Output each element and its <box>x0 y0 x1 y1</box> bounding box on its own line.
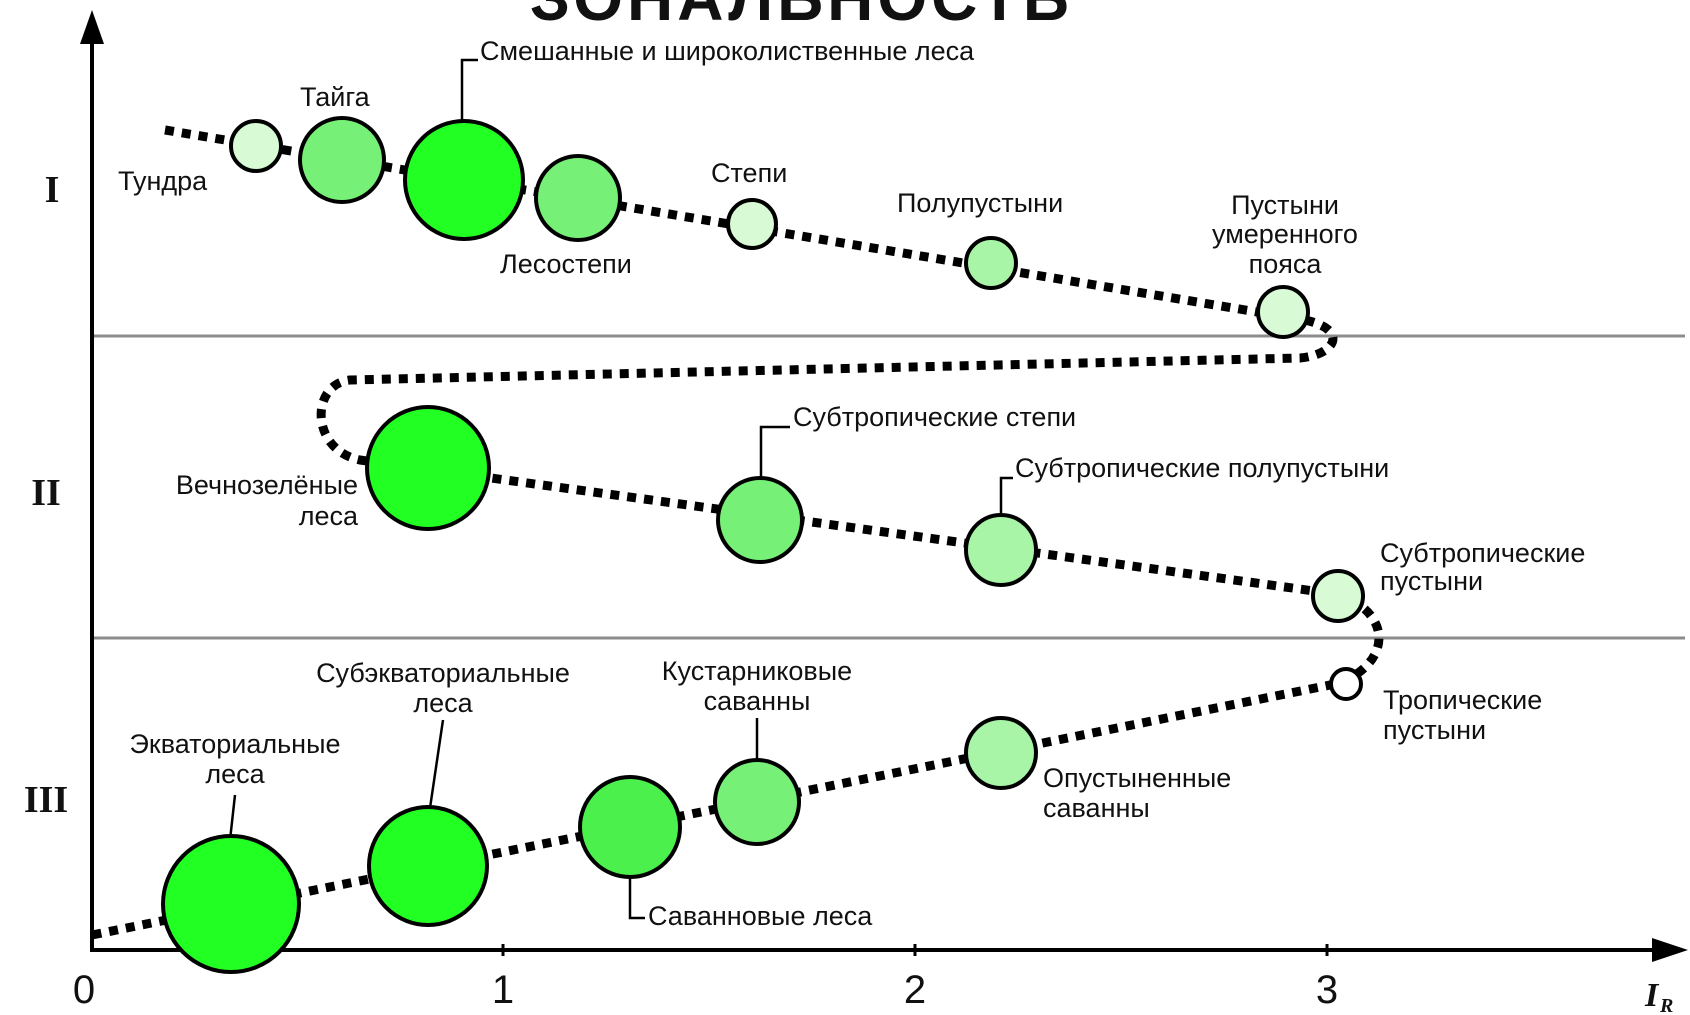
subequatorial-forests-circle <box>367 805 489 927</box>
tundra-circle <box>229 119 283 173</box>
label-temperate-desert-2: умеренного <box>1212 219 1358 249</box>
label-forest-steppe: Лесостепи <box>500 249 632 279</box>
label-savanna-forests: Саванновые леса <box>648 901 873 931</box>
label-temperate-desert-1: Пустыни <box>1231 190 1339 220</box>
zonal-trend-path <box>91 125 1384 940</box>
x-axis-title-subscript: R <box>1659 995 1673 1015</box>
label-equatorial-forests-1: Экваториальные <box>129 729 340 759</box>
label-mixed-forests: Смешанные и широколиственные леса <box>480 36 975 66</box>
label-taiga: Тайга <box>300 82 371 112</box>
clipped-title: ЗОНАЛЬНОСТЬ <box>530 0 1073 34</box>
label-semi-desert: Полупустыни <box>897 188 1063 218</box>
label-shrub-savanna-2: саванны <box>704 686 811 716</box>
label-equatorial-forests-2: леса <box>205 759 265 789</box>
label-steppe: Степи <box>711 158 787 188</box>
label-subequatorial-forests-2: леса <box>413 688 473 718</box>
forest-steppe-circle <box>534 154 622 242</box>
label-desert-savanna-1: Опустыненные <box>1043 763 1231 793</box>
mixed-forests-circle <box>403 119 525 241</box>
leader-subtropical-steppe <box>759 425 790 480</box>
tick-label-3: 3 <box>1316 968 1338 1012</box>
tick-label-2: 2 <box>904 968 926 1012</box>
label-subequatorial-forests-1: Субэкваториальные <box>316 658 570 688</box>
savanna-forests-circle <box>578 775 682 879</box>
leader-subequatorial-forests <box>428 719 445 809</box>
shrub-savanna-circle <box>713 758 801 846</box>
subtropical-desert-circle <box>1311 569 1365 623</box>
zone-label-1: I <box>45 169 60 211</box>
label-subtropical-desert-2: пустыни <box>1380 566 1483 596</box>
leader-equatorial-forests <box>228 794 237 841</box>
temperate-desert-circle <box>1256 285 1310 339</box>
x-axis-title: I <box>1644 977 1660 1014</box>
zone-label-2: II <box>31 472 61 514</box>
leader-mixed-forests <box>460 58 478 125</box>
label-tropical-desert-2: пустыни <box>1383 715 1486 745</box>
label-temperate-desert-3: пояса <box>1249 249 1323 279</box>
label-evergreen-forests-1: Вечнозелёные <box>176 470 358 500</box>
x-axis-arrow <box>1652 938 1688 962</box>
leader-subtropical-semidesert <box>999 476 1013 518</box>
desert-savanna-circle <box>964 716 1038 790</box>
y-axis-arrow <box>80 10 104 44</box>
tick-label-1: 1 <box>492 968 514 1012</box>
label-subtropical-desert-1: Субтропические <box>1380 538 1585 568</box>
label-evergreen-forests-2: леса <box>299 501 359 531</box>
label-tropical-desert-1: Тропические <box>1383 685 1542 715</box>
tropical-desert-circle <box>1329 667 1363 701</box>
subtropical-semidesert-circle <box>964 513 1038 587</box>
steppe-circle <box>726 198 778 250</box>
label-subtropical-steppe: Субтропические степи <box>793 402 1076 432</box>
label-subtropical-semidesert: Субтропические полупустыни <box>1015 453 1389 483</box>
evergreen-forests-circle <box>365 405 491 531</box>
taiga-circle <box>298 116 386 204</box>
semi-desert-circle <box>964 236 1018 290</box>
tick-label-0: 0 <box>73 968 95 1012</box>
label-desert-savanna-2: саванны <box>1043 793 1150 823</box>
leader-lines <box>228 58 1013 920</box>
label-shrub-savanna-1: Кустарниковые <box>662 656 852 686</box>
zone-label-3: III <box>24 779 68 821</box>
label-tundra: Тундра <box>118 166 208 196</box>
equatorial-forests-circle <box>161 834 301 974</box>
leader-savanna-forests <box>628 870 645 920</box>
subtropical-steppe-circle <box>716 476 804 564</box>
